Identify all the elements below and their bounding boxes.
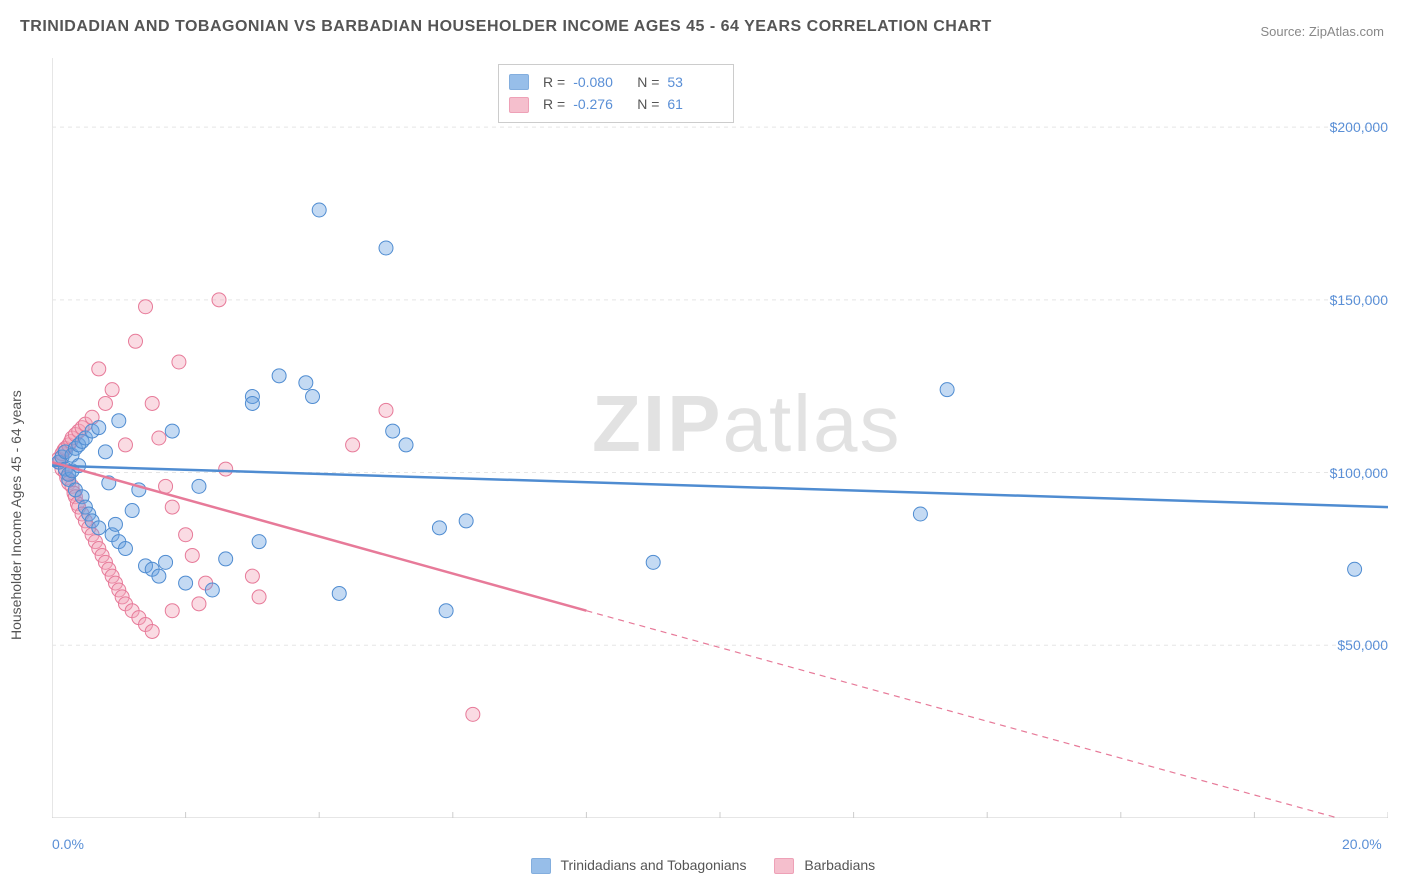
source-label: Source: ZipAtlas.com [1260,24,1384,39]
scatter-plot: ZIPatlas R = -0.080 N = 53 R = -0.276 N … [52,58,1388,818]
correlation-row-2: R = -0.276 N = 61 [509,93,723,115]
r-label: R = [543,71,565,93]
n-label: N = [637,71,659,93]
series-legend: Trinidadians and Tobagonians Barbadians [0,857,1406,874]
n-label: N = [637,93,659,115]
x-tick-label: 20.0% [1342,836,1382,852]
x-tick-label: 0.0% [52,836,84,852]
swatch-series1-icon [531,858,551,874]
y-tick-label: $200,000 [1330,119,1388,135]
chart-title: TRINIDADIAN AND TOBAGONIAN VS BARBADIAN … [20,18,992,36]
correlation-row-1: R = -0.080 N = 53 [509,71,723,93]
swatch-series2-icon [509,97,529,113]
y-axis-label: Householder Income Ages 45 - 64 years [8,390,24,640]
r-value-1: -0.080 [573,71,629,93]
correlation-legend: R = -0.080 N = 53 R = -0.276 N = 61 [498,64,734,123]
swatch-series1-icon [509,74,529,90]
n-value-2: 61 [667,93,723,115]
r-label: R = [543,93,565,115]
swatch-series2-icon [774,858,794,874]
legend-label-2: Barbadians [804,857,875,873]
n-value-1: 53 [667,71,723,93]
legend-item-2: Barbadians [774,857,875,874]
y-tick-label: $100,000 [1330,465,1388,481]
legend-item-1: Trinidadians and Tobagonians [531,857,747,874]
chart-svg [52,58,1388,818]
r-value-2: -0.276 [573,93,629,115]
y-tick-label: $150,000 [1330,292,1388,308]
y-tick-label: $50,000 [1337,637,1388,653]
legend-label-1: Trinidadians and Tobagonians [560,857,746,873]
